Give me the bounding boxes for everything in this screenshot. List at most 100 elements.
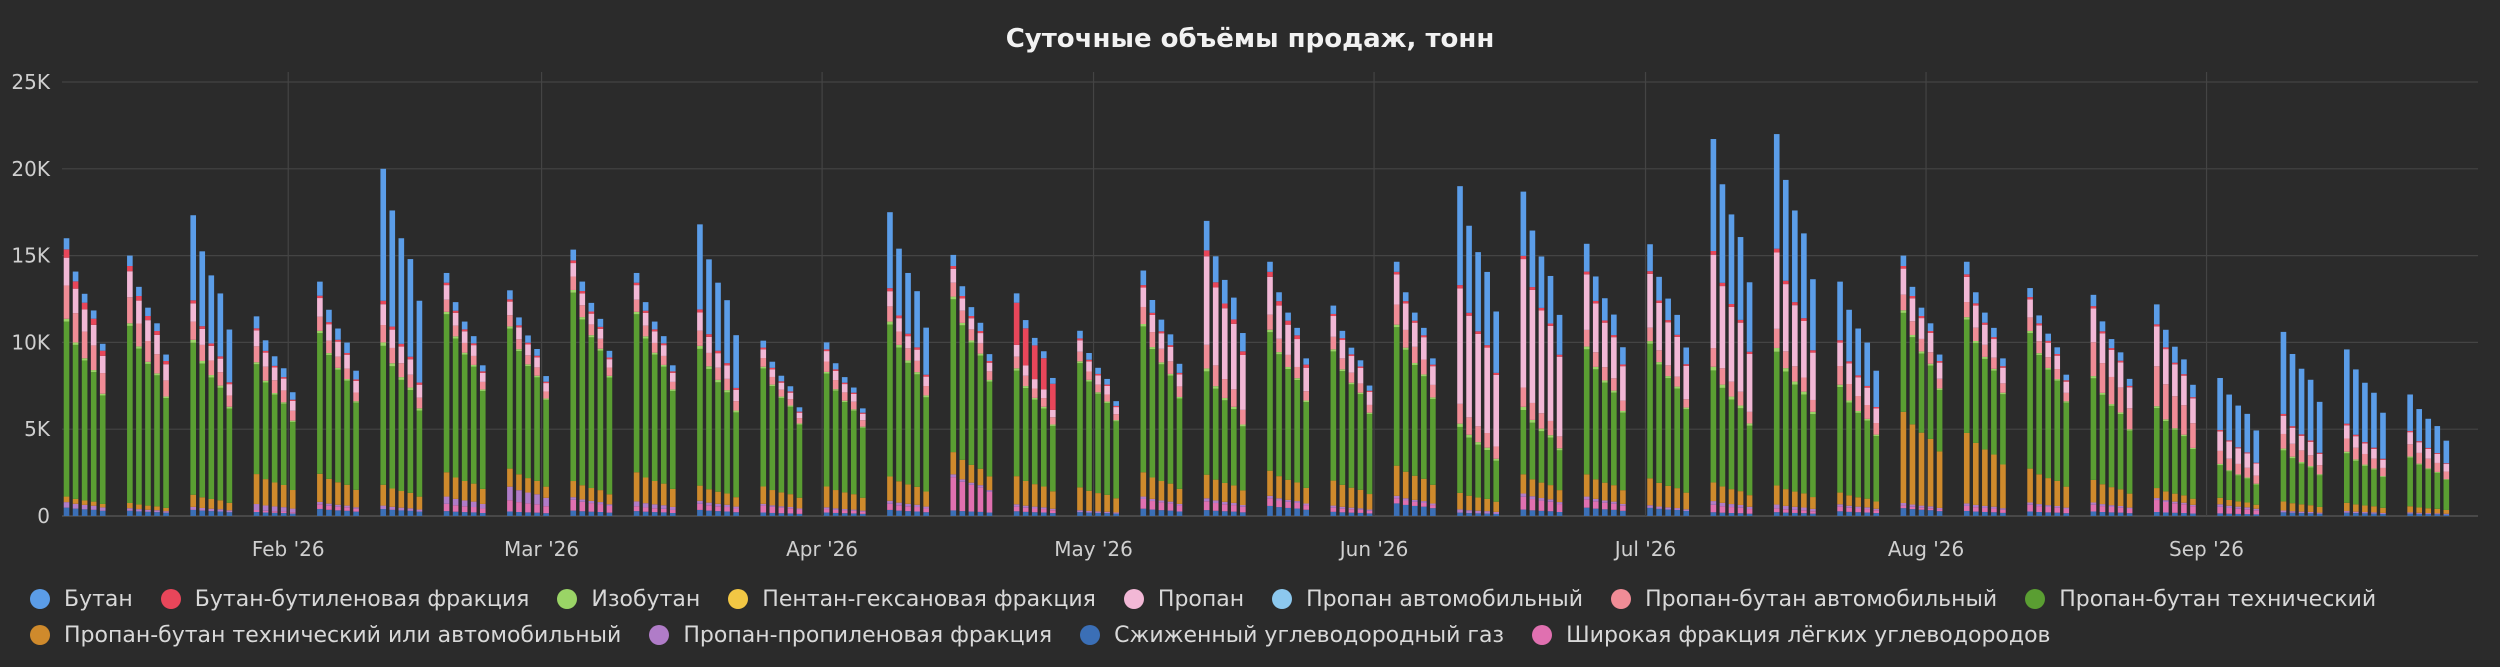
bar-segment[interactable]	[534, 504, 540, 513]
bar-segment[interactable]	[2063, 381, 2070, 393]
bar-segment[interactable]	[1294, 380, 1300, 483]
bar-segment[interactable]	[2217, 431, 2223, 451]
bar-segment[interactable]	[335, 367, 341, 370]
bar-segment[interactable]	[1801, 394, 1807, 494]
bar-segment[interactable]	[651, 354, 658, 482]
bar-segment[interactable]	[1719, 506, 1726, 513]
bar-segment[interactable]	[1710, 366, 1717, 371]
bar-segment[interactable]	[1013, 302, 1020, 345]
bar-segment[interactable]	[1936, 507, 1943, 510]
bar-segment[interactable]	[2235, 508, 2242, 514]
bar-segment[interactable]	[226, 395, 233, 407]
bar-segment[interactable]	[2253, 462, 2260, 464]
bar-segment[interactable]	[1457, 423, 1463, 427]
bar-segment[interactable]	[1013, 293, 1020, 303]
bar-segment[interactable]	[289, 421, 296, 491]
bar-segment[interactable]	[2253, 483, 2260, 485]
bar-segment[interactable]	[1357, 360, 1364, 367]
bar-segment[interactable]	[2217, 430, 2223, 432]
bar-segment[interactable]	[461, 500, 468, 507]
bar-segment[interactable]	[2343, 425, 2350, 439]
bar-segment[interactable]	[1583, 274, 1590, 330]
bar-segment[interactable]	[1430, 508, 1436, 516]
bar-segment[interactable]	[1991, 357, 1997, 369]
bar-segment[interactable]	[1746, 509, 1753, 514]
bar-segment[interactable]	[1294, 335, 1300, 340]
bar-segment[interactable]	[2181, 359, 2187, 375]
bar-segment[interactable]	[579, 319, 586, 486]
bar-segment[interactable]	[769, 506, 776, 513]
bar-segment[interactable]	[525, 512, 531, 516]
bar-segment[interactable]	[2443, 514, 2450, 516]
bar-segment[interactable]	[1864, 418, 1871, 421]
bar-segment[interactable]	[1601, 367, 1608, 381]
bar-segment[interactable]	[832, 390, 839, 491]
bar-segment[interactable]	[660, 508, 667, 513]
bar-segment[interactable]	[977, 333, 984, 344]
bar-segment[interactable]	[1810, 350, 1816, 353]
bar-segment[interactable]	[145, 320, 151, 342]
bar-segment[interactable]	[1393, 503, 1400, 516]
bar-segment[interactable]	[1267, 495, 1273, 499]
bar-segment[interactable]	[1466, 437, 1472, 496]
bar-segment[interactable]	[280, 484, 287, 508]
bar-segment[interactable]	[706, 502, 712, 506]
bar-segment[interactable]	[660, 343, 667, 346]
bar-segment[interactable]	[2190, 397, 2196, 399]
bar-segment[interactable]	[507, 328, 513, 469]
bar-segment[interactable]	[2343, 511, 2350, 513]
bar-segment[interactable]	[1411, 475, 1418, 500]
bar-segment[interactable]	[1683, 509, 1690, 511]
bar-segment[interactable]	[2045, 367, 2051, 370]
bar-segment[interactable]	[280, 368, 287, 378]
bar-segment[interactable]	[543, 391, 549, 399]
bar-segment[interactable]	[841, 492, 848, 510]
bar-segment[interactable]	[470, 343, 477, 346]
bar-segment[interactable]	[72, 344, 79, 499]
bar-segment[interactable]	[190, 342, 197, 495]
bar-segment[interactable]	[2190, 398, 2196, 424]
bar-segment[interactable]	[2425, 508, 2432, 514]
bar-segment[interactable]	[289, 513, 296, 516]
bar-segment[interactable]	[81, 500, 88, 505]
bar-segment[interactable]	[507, 290, 513, 300]
bar-segment[interactable]	[145, 341, 151, 362]
bar-segment[interactable]	[1140, 323, 1147, 327]
bar-segment[interactable]	[2280, 448, 2287, 451]
bar-segment[interactable]	[968, 342, 975, 465]
bar-segment[interactable]	[380, 325, 387, 343]
bar-segment[interactable]	[1086, 361, 1092, 372]
bar-segment[interactable]	[778, 507, 785, 514]
bar-segment[interactable]	[2108, 339, 2115, 349]
bar-segment[interactable]	[271, 482, 278, 507]
bar-segment[interactable]	[1620, 412, 1626, 491]
bar-segment[interactable]	[72, 288, 79, 314]
bar-segment[interactable]	[1176, 372, 1183, 375]
bar-segment[interactable]	[2371, 458, 2377, 469]
bar-segment[interactable]	[2063, 486, 2070, 508]
bar-segment[interactable]	[823, 512, 830, 516]
bar-segment[interactable]	[1104, 513, 1110, 516]
bar-segment[interactable]	[1095, 367, 1101, 374]
bar-segment[interactable]	[1674, 386, 1680, 389]
bar-segment[interactable]	[1013, 344, 1020, 357]
bar-segment[interactable]	[1493, 458, 1500, 461]
bar-segment[interactable]	[1113, 421, 1119, 499]
bar-segment[interactable]	[570, 499, 577, 511]
bar-segment[interactable]	[2362, 443, 2368, 454]
bar-segment[interactable]	[2126, 430, 2133, 494]
bar-segment[interactable]	[1611, 335, 1617, 338]
bar-segment[interactable]	[1873, 407, 1880, 409]
bar-segment[interactable]	[1167, 510, 1174, 516]
bar-segment[interactable]	[597, 338, 604, 349]
bar-segment[interactable]	[2416, 442, 2422, 453]
bar-segment[interactable]	[914, 507, 920, 512]
bar-segment[interactable]	[1556, 354, 1563, 357]
bar-segment[interactable]	[1855, 411, 1861, 413]
bar-segment[interactable]	[2217, 504, 2223, 507]
bar-segment[interactable]	[452, 338, 459, 478]
bar-segment[interactable]	[1040, 512, 1047, 516]
bar-segment[interactable]	[443, 285, 450, 300]
bar-segment[interactable]	[1484, 450, 1490, 499]
bar-segment[interactable]	[1782, 371, 1789, 490]
